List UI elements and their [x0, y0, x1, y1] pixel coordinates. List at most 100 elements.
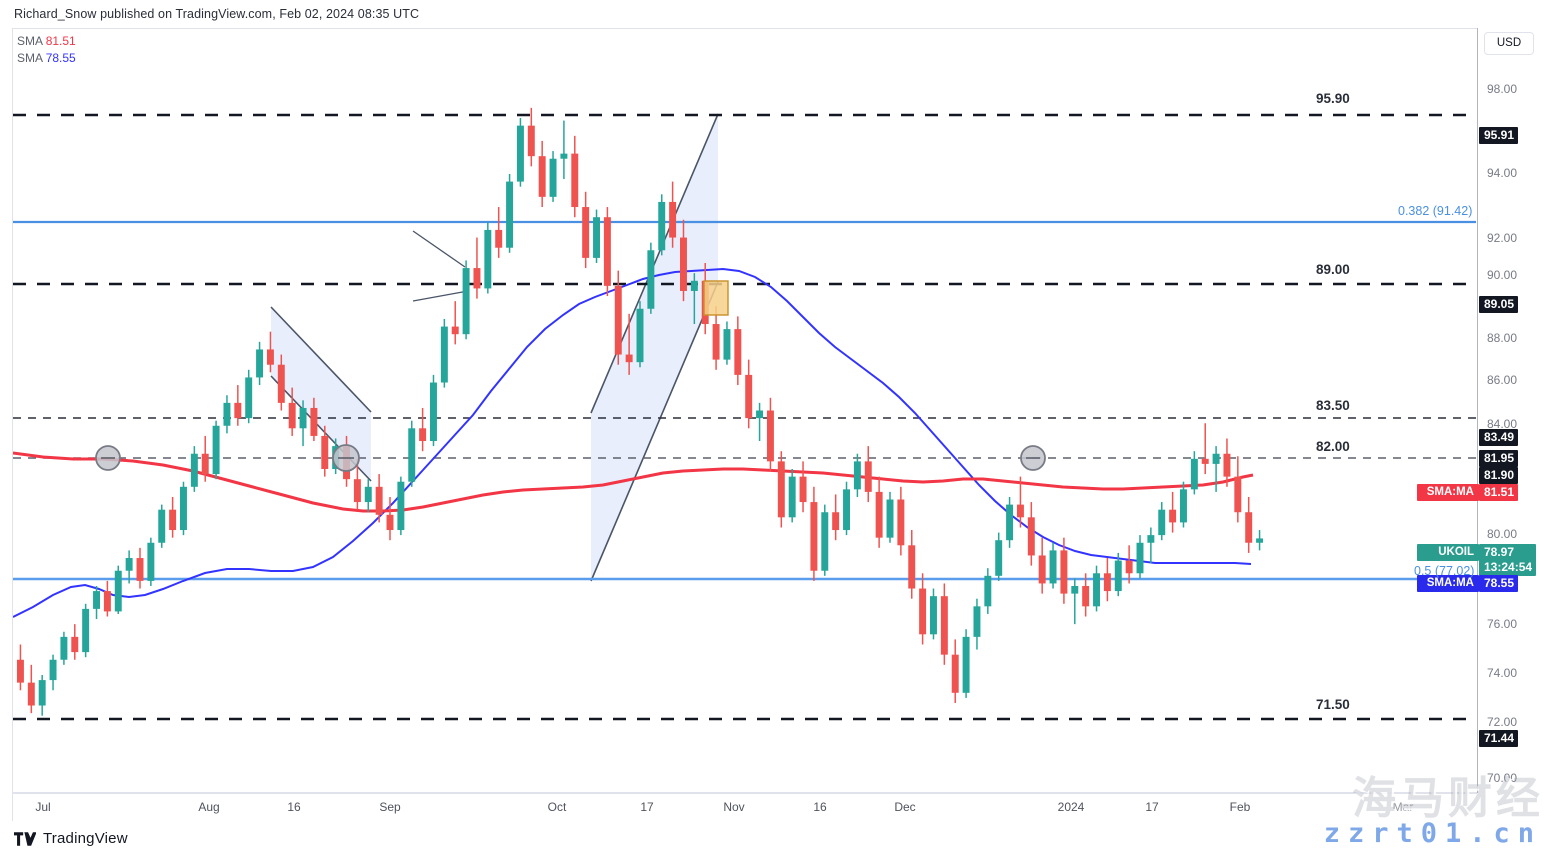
- candle-body: [712, 324, 720, 360]
- time-label-2024: 2024: [1057, 800, 1085, 814]
- price-tick-88-00: 88.00: [1487, 331, 1518, 345]
- candle-body: [919, 588, 927, 635]
- candle-body: [853, 461, 861, 490]
- last-price-tag-prefix: UKOIL: [1417, 544, 1479, 561]
- candle-body: [636, 308, 644, 363]
- ascending-channel-upper: [590, 113, 719, 414]
- candle-body: [310, 407, 318, 436]
- candle-body: [82, 608, 90, 653]
- chart-canvas: [13, 107, 1476, 721]
- candle-body: [908, 545, 916, 589]
- price-tick-98-00: 98.00: [1487, 82, 1518, 96]
- low-tag[interactable]: 71.44: [1479, 730, 1519, 747]
- breakout-highlight-box[interactable]: [703, 280, 729, 316]
- price-tick-76-00: 76.00: [1487, 617, 1518, 631]
- last-price-tag[interactable]: 78.97 13:24:54: [1479, 544, 1537, 576]
- candle-body: [277, 364, 285, 403]
- level-label-8200: 82.00: [1316, 439, 1350, 454]
- candle-body: [962, 636, 970, 693]
- level-tag-8195[interactable]: 81.95: [1479, 450, 1519, 467]
- candle-body: [473, 268, 481, 289]
- level-tag-8349[interactable]: 83.49: [1479, 429, 1519, 446]
- sma-fast-tag[interactable]: 81.51: [1479, 484, 1519, 501]
- wedge-lower-trendline: [412, 290, 469, 302]
- legend-row-sma-fast[interactable]: SMA 81.51: [17, 33, 76, 50]
- candle-body: [430, 382, 437, 442]
- candle-body: [1125, 560, 1133, 574]
- candle-body: [940, 596, 948, 655]
- candle-body: [527, 125, 535, 157]
- candle-body: [364, 486, 372, 503]
- candle-body: [571, 153, 579, 208]
- time-label-oct: Oct: [547, 800, 567, 814]
- time-label-17: 17: [1145, 800, 1159, 814]
- legend-row-sma-slow[interactable]: SMA 78.55: [17, 50, 76, 67]
- candle-body: [766, 410, 774, 462]
- currency-button[interactable]: USD: [1484, 32, 1534, 55]
- candle-body: [212, 425, 220, 475]
- candle-body: [397, 481, 405, 531]
- time-scale[interactable]: [12, 793, 1477, 821]
- candle-body: [864, 461, 872, 492]
- candle-body: [49, 659, 57, 681]
- high-tag[interactable]: 95.91: [1479, 127, 1519, 144]
- candle-body: [1027, 517, 1035, 556]
- resistance-tag[interactable]: 89.05: [1479, 296, 1519, 313]
- price-tick-80-00: 80.00: [1487, 527, 1518, 541]
- fib-05-label: 0.5 (77.02): [1414, 564, 1475, 578]
- time-label-dec: Dec: [894, 800, 916, 814]
- price-tick-92-00: 92.00: [1487, 231, 1518, 245]
- candle-body: [1234, 476, 1242, 513]
- price-scale[interactable]: [1477, 28, 1556, 793]
- candle-body: [973, 606, 981, 637]
- time-label-nov: Nov: [723, 800, 745, 814]
- ascending-channel-lower: [590, 281, 719, 582]
- candle-body: [1136, 542, 1144, 574]
- candle-body: [419, 428, 427, 442]
- level-label-9590: 95.90: [1316, 91, 1350, 106]
- candle-body: [549, 158, 557, 197]
- candle-body: [1169, 509, 1177, 523]
- candle-body: [614, 285, 622, 355]
- candle-body: [658, 201, 666, 251]
- candle-body: [669, 201, 677, 238]
- candle-body: [1201, 458, 1209, 464]
- candle-body: [1190, 458, 1198, 490]
- level-tag-8190[interactable]: 81.90: [1479, 467, 1519, 484]
- price-tick-72-00: 72.00: [1487, 715, 1518, 729]
- candle-body: [1114, 560, 1122, 592]
- time-label-17: 17: [640, 800, 654, 814]
- time-label-jul: Jul: [35, 800, 51, 814]
- candle-body: [1245, 512, 1253, 543]
- level-label-8900: 89.00: [1316, 262, 1350, 277]
- price-tick-86-00: 86.00: [1487, 373, 1518, 387]
- candle-body: [930, 596, 937, 635]
- chart-plot-area[interactable]: [13, 29, 1476, 792]
- candle-body: [93, 591, 100, 609]
- candle-body: [245, 377, 253, 419]
- candle-body: [1006, 504, 1014, 541]
- tradingview-logo-text: TradingView: [43, 830, 128, 847]
- candle-body: [777, 461, 785, 518]
- tradingview-logo[interactable]: TradingView: [14, 830, 128, 847]
- candlestick-series: [16, 107, 1264, 716]
- candle-body: [71, 636, 79, 653]
- candle-body: [951, 654, 959, 693]
- descending-channel-upper: [270, 306, 372, 413]
- candle-body: [169, 509, 177, 531]
- candle-body: [734, 329, 742, 375]
- candle-body: [386, 514, 394, 531]
- candle-body: [27, 682, 35, 706]
- time-label-mar: Mar: [1392, 800, 1414, 814]
- price-tick-90-00: 90.00: [1487, 268, 1518, 282]
- candle-body: [234, 402, 242, 419]
- candle-body: [1147, 535, 1155, 543]
- candle-body: [223, 402, 231, 426]
- candle-body: [832, 512, 840, 531]
- candle-body: [147, 542, 155, 581]
- sma-slow-tag[interactable]: 78.55: [1479, 575, 1519, 592]
- price-tick-84-00: 84.00: [1487, 417, 1518, 431]
- candle-body: [1093, 573, 1100, 607]
- candle-body: [506, 181, 514, 248]
